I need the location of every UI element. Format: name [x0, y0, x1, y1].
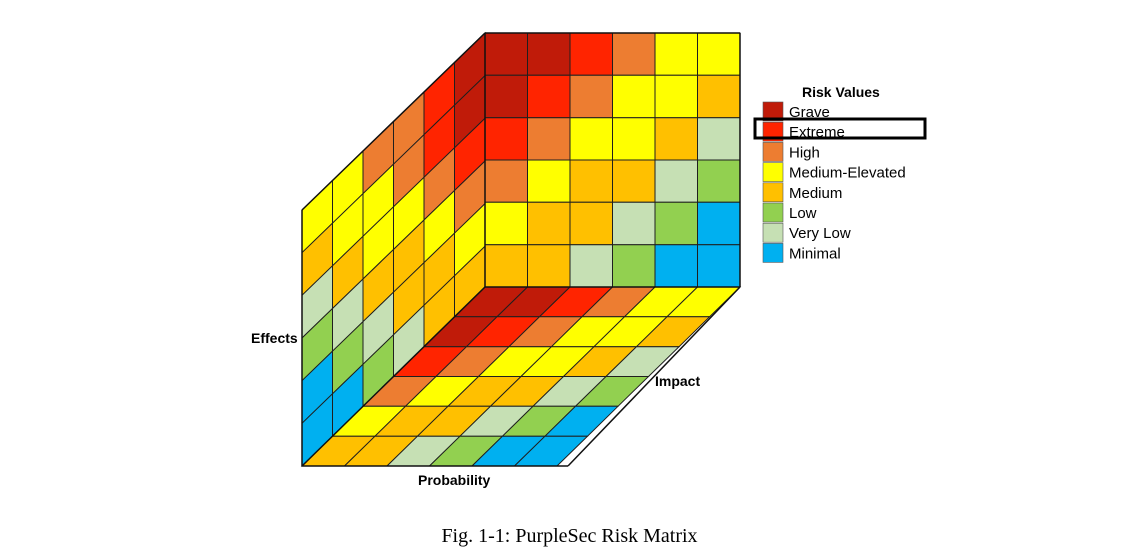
cube-edge — [567, 286, 741, 467]
back-cell — [569, 201, 613, 246]
legend-label: Minimal — [789, 245, 841, 262]
back-cell — [612, 32, 656, 76]
legend-swatch — [762, 162, 784, 182]
back-cell — [484, 74, 528, 119]
back-cell — [569, 117, 613, 161]
legend-label: Medium — [789, 185, 842, 202]
legend-highlight-box — [753, 117, 927, 140]
back-cell — [654, 159, 698, 203]
back-cell — [484, 117, 528, 161]
back-cell — [654, 201, 698, 246]
back-cell — [697, 159, 741, 203]
back-cell — [527, 32, 571, 76]
impact-axis-label: Impact — [655, 373, 700, 389]
back-cell — [484, 159, 528, 203]
back-cell — [612, 244, 656, 288]
legend-items: GraveExtremeHighMedium-ElevatedMediumLow… — [762, 101, 906, 263]
effects-axis-label: Effects — [251, 330, 298, 346]
back-cell — [527, 117, 571, 161]
back-cell — [612, 159, 656, 203]
back-cell — [569, 159, 613, 203]
back-cell — [484, 201, 528, 246]
back-cell — [569, 32, 613, 76]
legend-swatch — [762, 202, 784, 223]
risk-cube — [300, 31, 742, 468]
back-cell — [612, 117, 656, 161]
back-cell — [697, 74, 741, 119]
legend-swatch — [762, 142, 784, 162]
back-cell — [697, 32, 741, 76]
back-cell — [654, 32, 698, 76]
back-cell — [484, 244, 528, 288]
cube-edge — [301, 32, 486, 211]
back-cell — [569, 244, 613, 288]
back-cell — [697, 244, 741, 288]
legend-label: Medium-Elevated — [789, 165, 906, 182]
back-cell — [654, 117, 698, 161]
back-cell — [527, 201, 571, 246]
legend-label: High — [789, 144, 820, 161]
back-cell — [654, 244, 698, 288]
back-cell — [697, 201, 741, 246]
back-cell — [697, 117, 741, 161]
back-cell — [612, 201, 656, 246]
legend-label: Low — [789, 205, 817, 222]
legend-swatch — [762, 222, 784, 243]
back-cell — [654, 74, 698, 119]
legend-title: Risk Values — [802, 84, 880, 100]
legend-label: Grave — [789, 104, 830, 121]
figure-caption: Fig. 1-1: PurpleSec Risk Matrix — [441, 525, 698, 547]
cube-edge — [301, 286, 486, 467]
legend-label: Very Low — [789, 225, 851, 242]
back-cell — [569, 74, 613, 119]
cube-outline — [301, 32, 741, 467]
legend-swatch — [762, 121, 784, 142]
legend-swatch — [762, 101, 784, 122]
back-cell — [527, 74, 571, 119]
back-cell — [484, 32, 528, 76]
probability-axis-label: Probability — [418, 472, 491, 488]
floor-face-grid — [300, 286, 742, 467]
back-face-grid — [484, 32, 741, 288]
back-cell — [527, 159, 571, 203]
back-cell — [527, 244, 571, 288]
legend-swatch — [762, 243, 784, 263]
risk-legend: Risk Values GraveExtremeHighMedium-Eleva… — [753, 84, 927, 263]
left-face-grid — [301, 31, 486, 468]
legend-swatch — [762, 182, 784, 203]
back-cell — [612, 74, 656, 119]
